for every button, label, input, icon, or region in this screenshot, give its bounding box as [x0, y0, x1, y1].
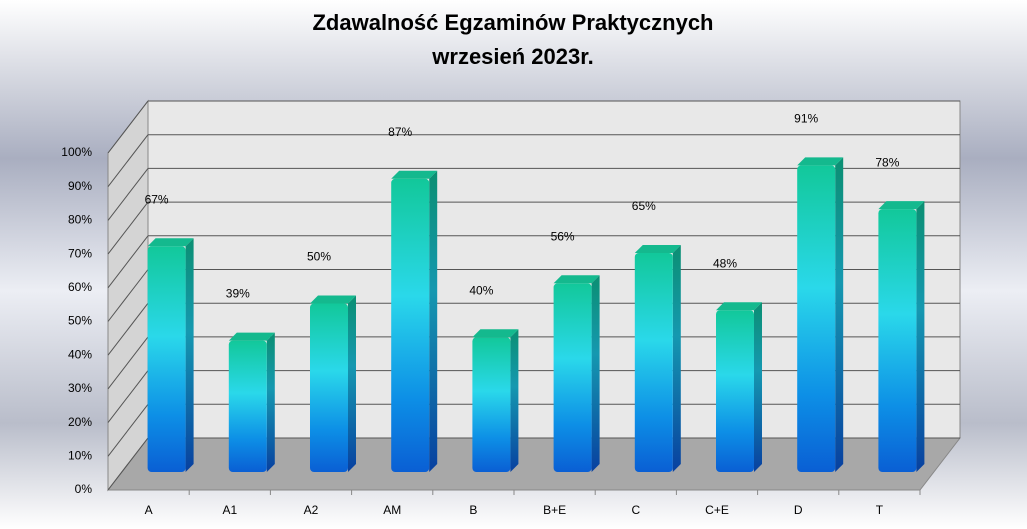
value-label: 56%: [551, 229, 575, 243]
y-tick-label: 100%: [61, 145, 92, 159]
y-tick-label: 30%: [68, 381, 92, 395]
bar-front: [310, 303, 348, 472]
chart-title: Zdawalność Egzaminów Praktycznych: [312, 10, 713, 35]
bar-top: [716, 302, 762, 311]
grid-line-side: [107, 134, 149, 188]
bar-front: [634, 252, 673, 472]
bar-front: [553, 283, 592, 472]
bar-front: [716, 310, 754, 472]
bar-side: [916, 201, 925, 472]
bar: [310, 295, 356, 472]
value-label: 40%: [469, 283, 493, 297]
value-label: 39%: [226, 287, 250, 301]
x-tick-label: AM: [383, 503, 401, 517]
grid-line-side: [107, 437, 149, 491]
bar: [391, 170, 438, 472]
bar-top: [634, 244, 681, 253]
x-tick-label: C: [631, 503, 640, 517]
bar-front: [147, 246, 186, 472]
chart-subtitle: wrzesień 2023r.: [431, 44, 593, 69]
bar-front: [878, 209, 917, 472]
value-label: 67%: [145, 192, 169, 206]
y-tick-label: 20%: [68, 415, 92, 429]
bar-side: [348, 295, 356, 472]
x-tick-label: A: [145, 503, 153, 517]
y-tick-label: 50%: [68, 314, 92, 328]
bar-top: [878, 201, 925, 210]
bar-side: [754, 302, 762, 472]
bar-front: [797, 165, 836, 472]
bar-side: [429, 170, 438, 472]
x-tick-label: A1: [222, 503, 237, 517]
x-tick-label: C+E: [705, 503, 729, 517]
value-label: 48%: [713, 256, 737, 270]
bar-top: [472, 329, 519, 338]
bar-side: [510, 329, 519, 472]
bar: [147, 238, 194, 472]
y-tick-label: 10%: [68, 448, 92, 462]
bar-top: [310, 295, 356, 304]
bar-top: [553, 275, 600, 284]
y-tick-label: 0%: [75, 482, 93, 496]
y-tick-label: 60%: [68, 280, 92, 294]
y-tick-label: 40%: [68, 347, 92, 361]
bar: [716, 302, 762, 472]
y-tick-label: 70%: [68, 246, 92, 260]
x-tick-label: B+E: [543, 503, 566, 517]
grid-line-side: [107, 168, 149, 221]
x-tick-label: B: [469, 503, 477, 517]
bar: [553, 275, 600, 472]
bar: [472, 329, 519, 472]
x-tick-label: A2: [304, 503, 319, 517]
bar-side: [185, 238, 194, 472]
bar-side: [672, 244, 681, 472]
bar-top: [391, 170, 438, 179]
bar-top: [147, 238, 194, 247]
value-label: 78%: [875, 155, 899, 169]
grid-line-side: [107, 403, 149, 457]
bar-top: [797, 157, 844, 166]
bar-side: [591, 275, 600, 472]
value-label: 87%: [388, 125, 412, 139]
grid-line-side: [107, 302, 149, 356]
grid-line-side: [107, 269, 149, 322]
bar-front: [391, 178, 430, 472]
bar: [878, 201, 925, 472]
grid-line-side: [107, 235, 149, 289]
bar-front: [472, 337, 511, 472]
bar: [228, 332, 275, 472]
bar-front: [228, 340, 267, 472]
grid-line-side: [107, 100, 149, 154]
bar: [797, 157, 844, 472]
grid-line-side: [107, 201, 149, 255]
bar: [634, 244, 681, 472]
grid-line-side: [107, 336, 149, 390]
x-tick-label: T: [876, 503, 884, 517]
x-tick-label: D: [794, 503, 803, 517]
bar-side: [835, 157, 844, 472]
bar-side: [266, 332, 275, 472]
value-label: 65%: [632, 199, 656, 213]
y-tick-label: 90%: [68, 179, 92, 193]
value-label: 91%: [794, 112, 818, 126]
grid-line-side: [107, 370, 149, 423]
bar-top: [228, 332, 275, 341]
y-tick-label: 80%: [68, 213, 92, 227]
value-label: 50%: [307, 250, 331, 264]
